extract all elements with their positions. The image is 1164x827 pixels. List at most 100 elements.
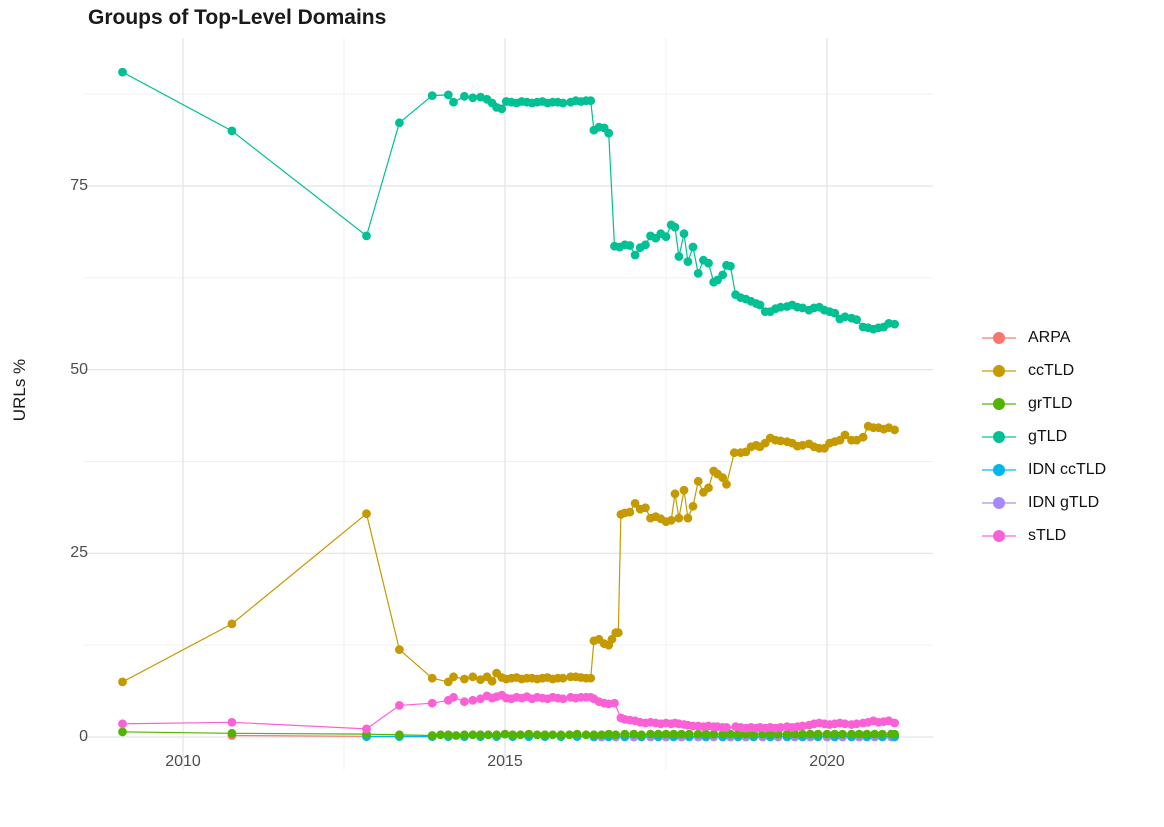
data-point (427, 673, 437, 683)
legend-label: sTLD (1028, 526, 1067, 544)
data-point (558, 98, 568, 108)
data-point (830, 308, 840, 318)
data-point (630, 499, 640, 508)
data-point (516, 730, 525, 740)
data-point (718, 270, 728, 280)
legend-key-dot (993, 331, 1005, 344)
data-point (443, 730, 453, 740)
data-point (604, 128, 614, 138)
data-point (684, 729, 694, 739)
data-point (782, 729, 792, 739)
y-tick-label: 75 (70, 176, 88, 194)
data-point (227, 728, 237, 738)
series-line (122, 71, 895, 330)
data-point (637, 730, 646, 740)
data-point (427, 731, 437, 740)
data-point (822, 729, 832, 739)
y-tick-label: 50 (70, 360, 88, 378)
data-point (718, 729, 728, 739)
data-point (858, 432, 868, 442)
data-point (679, 229, 689, 239)
chart-title: Groups of Top-Level Domains (88, 6, 387, 29)
data-point (443, 90, 453, 100)
data-point (558, 673, 568, 683)
legend-key-dot (993, 496, 1005, 509)
y-tick-label: 25 (70, 544, 88, 562)
legend-key-icon (982, 430, 1016, 444)
data-point (847, 729, 856, 739)
data-point (693, 269, 703, 278)
legend-item-idn-cctld: IDN ccTLD (982, 453, 1106, 486)
data-point (118, 719, 127, 729)
legend-label: IDN gTLD (1028, 493, 1100, 511)
data-point (625, 507, 635, 517)
data-point (670, 222, 680, 232)
data-point (840, 430, 850, 440)
data-point (776, 302, 785, 312)
data-point (508, 730, 518, 740)
data-point (813, 729, 823, 739)
data-point (581, 730, 591, 740)
legend-label: IDN ccTLD (1028, 460, 1107, 478)
data-point (468, 695, 478, 705)
legend-item-idn-gtld: IDN gTLD (982, 486, 1106, 519)
data-point (524, 729, 534, 739)
data-point (878, 729, 887, 739)
data-point (460, 697, 469, 707)
data-point (670, 489, 680, 499)
data-point (798, 729, 807, 739)
data-point (798, 721, 807, 731)
data-point (449, 692, 458, 702)
legend-label: grTLD (1028, 394, 1073, 412)
legend-key-icon (982, 397, 1016, 411)
data-point (704, 258, 713, 268)
legend-key-icon (982, 463, 1016, 477)
data-point (688, 501, 698, 511)
data-point (852, 719, 861, 729)
legend-key-icon (982, 529, 1016, 543)
legend: ARPA ccTLD grTLD gTLD IDN ccTLD IDN gTLD sTLD (982, 321, 1106, 552)
data-point (589, 730, 599, 740)
data-point (558, 694, 568, 704)
data-point (890, 729, 899, 739)
series-stld (118, 690, 899, 734)
legend-key-dot (993, 463, 1005, 476)
data-point (395, 118, 404, 128)
data-point (688, 242, 698, 252)
legend-key-dot (993, 529, 1005, 542)
data-point (629, 729, 639, 739)
data-point (468, 730, 478, 740)
data-point (451, 731, 461, 740)
data-point (460, 730, 469, 740)
data-point (362, 724, 371, 734)
data-point (704, 483, 713, 493)
data-point (565, 730, 574, 740)
data-point (468, 93, 478, 103)
legend-label: gTLD (1028, 427, 1068, 445)
data-point (674, 513, 684, 523)
x-tick-label: 2010 (165, 753, 201, 770)
data-point (870, 729, 880, 739)
data-point (586, 96, 596, 106)
data-point (733, 729, 743, 739)
data-point (483, 730, 493, 740)
data-point (487, 676, 497, 686)
data-point (726, 261, 735, 271)
data-point (460, 674, 469, 684)
legend-item-cctld: ccTLD (982, 354, 1106, 387)
data-point (679, 485, 689, 495)
data-point (683, 257, 693, 266)
legend-item-stld: sTLD (982, 519, 1106, 552)
data-point (500, 729, 510, 739)
data-point (674, 252, 684, 261)
data-point (468, 672, 478, 682)
data-point (641, 240, 650, 250)
data-point (362, 231, 371, 241)
legend-key-icon (982, 331, 1016, 345)
legend-label: ARPA (1028, 328, 1071, 346)
data-point (625, 241, 635, 250)
data-point (776, 723, 785, 732)
data-point (604, 729, 614, 739)
